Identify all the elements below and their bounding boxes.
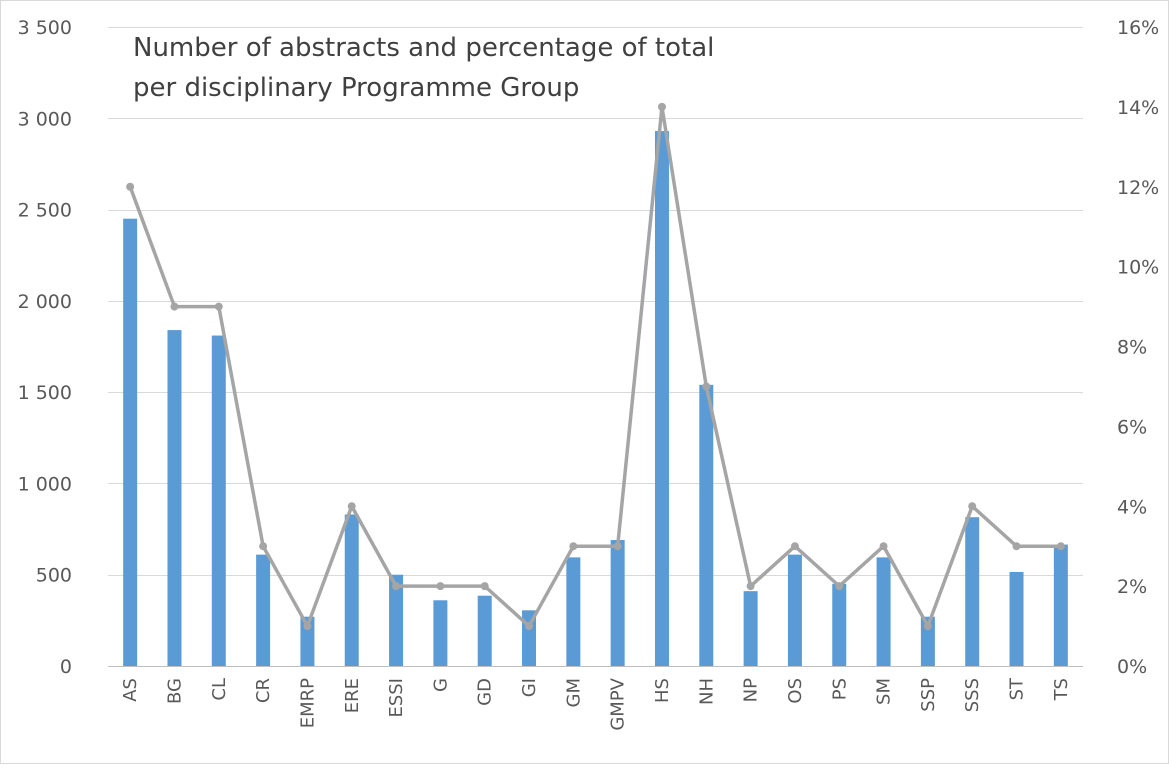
left-tick-label: 0 (60, 656, 72, 678)
line-point-emrp (303, 622, 312, 631)
bar-os (787, 554, 802, 666)
bar-nh (699, 384, 714, 666)
right-tick-label: 14% (1117, 97, 1159, 119)
left-tick-label: 2 500 (18, 200, 72, 222)
chart-title-line-1: Number of abstracts and percentage of to… (133, 33, 714, 63)
line-point-os (790, 542, 799, 551)
bar-series (123, 131, 1068, 666)
bar-gd (477, 595, 492, 666)
x-tick-label: NP (741, 678, 762, 702)
bar-essi (389, 574, 404, 666)
x-tick-label: HS (652, 678, 673, 703)
left-tick-label: 2 000 (18, 291, 72, 313)
line-point-essi (392, 582, 401, 591)
line-point-ssp (923, 622, 932, 631)
bar-ssp (920, 616, 935, 666)
line-point-as (126, 182, 135, 191)
x-tick-label: ESSI (386, 678, 407, 718)
bar-cr (256, 554, 271, 666)
left-tick-label: 1 000 (18, 473, 72, 495)
line-point-cr (259, 542, 268, 551)
x-tick-label: PS (829, 678, 850, 700)
x-tick-label: GD (475, 678, 496, 706)
x-tick-label: SSP (918, 678, 939, 712)
bar-g (433, 600, 448, 666)
bar-ps (832, 583, 847, 666)
line-point-hs (657, 102, 666, 111)
x-tick-label: GMPV (608, 677, 629, 730)
right-tick-label: 16% (1117, 17, 1159, 39)
bar-hs (654, 131, 669, 666)
chart-title-line-2: per disciplinary Programme Group (133, 73, 579, 103)
bar-emrp (300, 616, 315, 666)
left-tick-label: 1 500 (18, 382, 72, 404)
left-tick-label: 3 500 (18, 17, 72, 39)
x-tick-label: SM (874, 678, 895, 705)
line-point-ere (347, 502, 356, 511)
x-tick-label: CL (209, 678, 230, 701)
line-point-bg (170, 302, 179, 311)
x-tick-label: NH (696, 678, 717, 705)
line-point-ts (1056, 542, 1065, 551)
bar-bg (167, 330, 182, 666)
x-axis: AS BG CL CR EMRP ERE ESSI G GD GI GM GMPV HS NH NP OS PS… (120, 677, 1072, 731)
x-tick-label: G (430, 678, 451, 692)
x-tick-label: AS (120, 678, 141, 702)
x-tick-label: CR (253, 678, 274, 703)
line-point-gmpv (613, 542, 622, 551)
left-axis: 0 500 1 000 1 500 2 000 2 500 3 000 3 500 (18, 17, 72, 678)
bar-cl (211, 335, 226, 666)
bar-np (743, 591, 758, 666)
line-series (126, 102, 1065, 631)
line-point-nh (702, 382, 711, 391)
x-tick-label: BG (164, 678, 185, 704)
x-tick-label: TS (1051, 678, 1072, 701)
line-point-sm (879, 542, 888, 551)
line-point-sss (968, 502, 977, 511)
left-tick-label: 3 000 (18, 108, 72, 130)
right-tick-label: 12% (1117, 177, 1159, 199)
line-point-gi (525, 622, 534, 631)
right-tick-label: 2% (1117, 576, 1147, 598)
right-tick-label: 4% (1117, 496, 1147, 518)
grid-layer (108, 27, 1083, 667)
left-tick-label: 500 (36, 565, 72, 587)
x-tick-label: EMRP (297, 678, 318, 728)
line-point-gd (480, 582, 489, 591)
x-tick-label: GM (563, 678, 584, 707)
line-point-ps (835, 582, 844, 591)
x-tick-label: OS (785, 678, 806, 704)
right-tick-label: 6% (1117, 416, 1147, 438)
right-tick-label: 10% (1117, 257, 1159, 279)
x-tick-label: ST (1007, 677, 1028, 700)
bar-st (1009, 571, 1024, 666)
percentage-line (128, 105, 1061, 628)
line-point-gm (569, 542, 578, 551)
right-tick-label: 0% (1117, 656, 1147, 678)
right-axis: 0% 2% 4% 6% 8% 10% 12% 14% 16% (1117, 17, 1159, 678)
bar-as (123, 218, 138, 666)
bar-gmpv (610, 540, 625, 666)
line-point-g (436, 582, 445, 591)
bar-ts (1053, 544, 1068, 666)
line-point-st (1012, 542, 1021, 551)
bar-sm (876, 557, 891, 666)
x-tick-label: GI (519, 678, 540, 697)
x-tick-label: SSS (962, 678, 983, 712)
line-point-cl (214, 302, 223, 311)
bar-gm (566, 557, 581, 666)
bar-sss (965, 517, 980, 666)
x-tick-label: ERE (342, 678, 363, 713)
line-point-np (746, 582, 755, 591)
right-tick-label: 8% (1117, 337, 1147, 359)
bar-ere (344, 514, 359, 666)
